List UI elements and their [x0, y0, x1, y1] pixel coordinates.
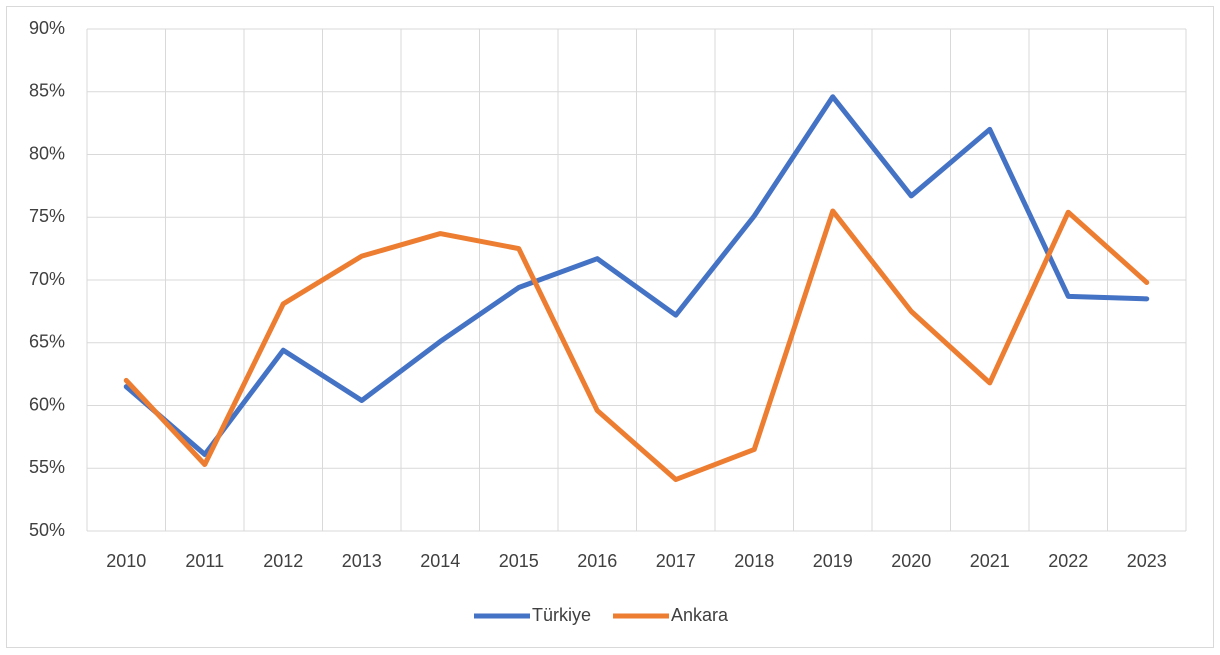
y-tick-label: 55% — [29, 457, 65, 477]
x-tick-label: 2018 — [734, 551, 774, 571]
line-series — [123, 94, 1150, 457]
legend-label: Türkiye — [532, 605, 591, 625]
x-tick-label: 2014 — [420, 551, 460, 571]
chart-border — [6, 6, 1214, 648]
y-tick-label: 85% — [29, 81, 65, 101]
x-tick-label: 2020 — [891, 551, 931, 571]
x-tick-label: 2013 — [342, 551, 382, 571]
y-tick-label: 65% — [29, 332, 65, 352]
y-tick-label: 90% — [29, 18, 65, 38]
legend-label: Ankara — [671, 605, 729, 625]
x-tick-label: 2011 — [185, 551, 224, 571]
x-tick-label: 2016 — [577, 551, 617, 571]
y-tick-label: 60% — [29, 394, 65, 414]
x-tick-label: 2019 — [813, 551, 853, 571]
x-tick-label: 2012 — [263, 551, 303, 571]
y-tick-label: 50% — [29, 520, 65, 540]
y-tick-label: 75% — [29, 206, 65, 226]
x-tick-label: 2021 — [970, 551, 1010, 571]
y-tick-label: 70% — [29, 269, 65, 289]
line-series — [123, 208, 1150, 483]
x-tick-label: 2010 — [106, 551, 146, 571]
x-tick-label: 2017 — [656, 551, 696, 571]
y-tick-label: 80% — [29, 143, 65, 163]
x-tick-label: 2022 — [1048, 551, 1088, 571]
x-tick-label: 2023 — [1127, 551, 1167, 571]
x-tick-label: 2015 — [499, 551, 539, 571]
